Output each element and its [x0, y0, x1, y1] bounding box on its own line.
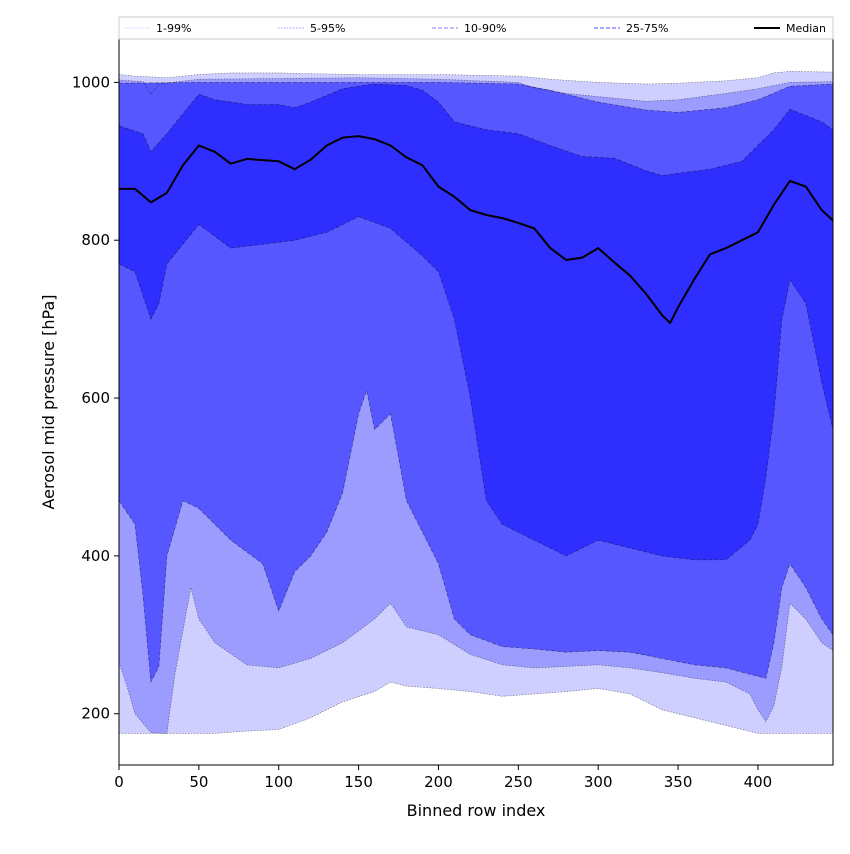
y-axis-label: Aerosol mid pressure [hPa]	[39, 294, 58, 509]
x-tick-label: 400	[744, 773, 773, 791]
x-tick-label: 150	[344, 773, 373, 791]
percentile-bands	[119, 71, 833, 734]
x-tick-label: 250	[504, 773, 533, 791]
band-1-99-lower-line	[119, 681, 833, 734]
legend-label-5-95: 5-95%	[310, 22, 345, 35]
band-5-95-lower-line	[118, 587, 834, 734]
y-tick-label: 800	[81, 231, 110, 249]
x-tick-label: 100	[264, 773, 293, 791]
band-25-75	[119, 84, 833, 560]
y-tick-label: 200	[81, 705, 110, 723]
legend-label-1-99: 1-99%	[156, 22, 191, 35]
legend-label-median: Median	[786, 22, 826, 35]
x-tick-label: 300	[584, 773, 613, 791]
y-tick-label: 1000	[72, 73, 110, 91]
data-lines	[118, 71, 834, 734]
legend-box	[118, 16, 834, 40]
band-25-75-upper-line	[118, 83, 834, 176]
band-10-90-upper-line	[118, 82, 834, 113]
x-tick-label: 350	[664, 773, 693, 791]
y-tick-label: 400	[81, 547, 110, 565]
series-median-line	[119, 135, 834, 325]
band-25-75-lower-line	[118, 216, 834, 561]
legend-label-10-90: 10-90%	[464, 22, 506, 35]
y-axis-ticks: 200 400 600 800 1000	[72, 73, 119, 723]
legend-label-25-75: 25-75%	[626, 22, 668, 35]
y-tick-label: 600	[81, 389, 110, 407]
x-axis-ticks: 0 50 100 150 200 250 300 350 400	[114, 765, 772, 791]
x-axis-label: Binned row index	[407, 801, 546, 820]
x-tick-label: 200	[424, 773, 453, 791]
band-5-95-upper-line	[118, 77, 834, 102]
band-10-90-lower-line	[118, 389, 834, 684]
x-tick-label: 50	[189, 773, 208, 791]
x-tick-label: 0	[114, 773, 124, 791]
legend: 1-99% 5-95% 10-90% 25-75% Median	[118, 16, 834, 40]
